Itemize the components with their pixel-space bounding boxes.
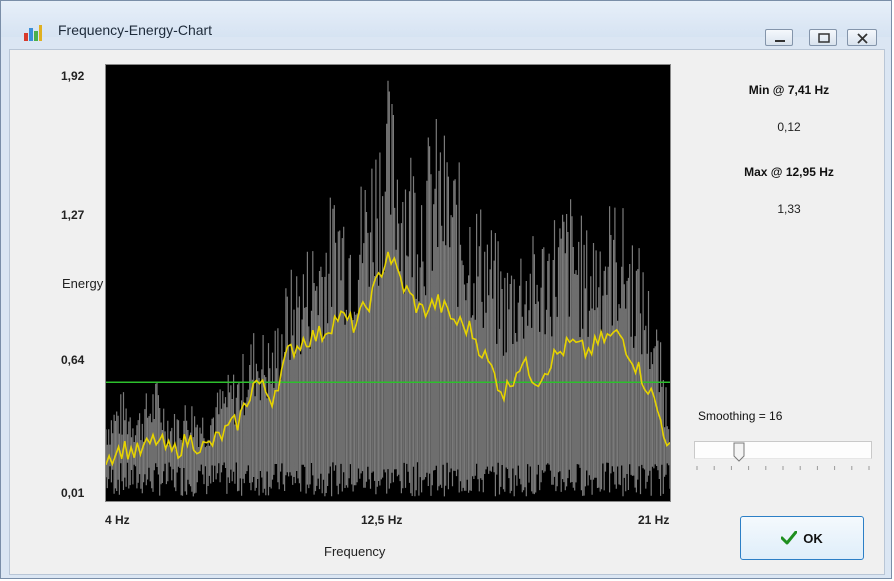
smoothing-slider[interactable] (694, 441, 872, 459)
title-bar[interactable]: Frequency-Energy-Chart (1, 1, 891, 46)
close-icon (857, 33, 868, 44)
close-button[interactable] (847, 29, 877, 46)
minimize-button[interactable] (765, 29, 793, 46)
chart-app-icon (24, 25, 42, 41)
checkmark-icon (781, 531, 798, 545)
min-label: Min @ 7,41 Hz (748, 83, 830, 97)
y-axis-label: Energy (62, 276, 104, 291)
max-label: Max @ 12,95 Hz (744, 165, 834, 179)
y-tick-label: 0,64 (61, 353, 85, 367)
ok-label: OK (803, 530, 823, 546)
ok-button[interactable]: OK (740, 516, 864, 560)
window-title: Frequency-Energy-Chart (58, 22, 213, 38)
x-axis-label: Frequency (324, 544, 386, 559)
energy-plot (105, 64, 671, 502)
raw-energy-spikes (106, 80, 670, 497)
maximize-button[interactable] (809, 29, 837, 46)
maximize-icon (818, 33, 830, 43)
slider-ticks (696, 466, 870, 470)
y-tick-label: 0,01 (61, 486, 85, 500)
x-tick-label: 4 Hz (105, 513, 130, 527)
y-tick-label: 1,92 (61, 69, 85, 83)
minimize-icon (775, 40, 785, 42)
plot-area (106, 80, 670, 497)
smoothed-energy-line (106, 251, 670, 467)
min-value: 0,12 (777, 120, 801, 134)
raw-energy-series (106, 80, 670, 497)
x-tick-label: 21 Hz (638, 513, 670, 527)
smoothing-label: Smoothing = 16 (698, 409, 783, 423)
y-tick-label: 1,27 (61, 208, 85, 222)
max-value: 1,33 (777, 202, 801, 216)
slider-thumb[interactable] (733, 442, 745, 462)
x-tick-label: 12,5 Hz (361, 513, 403, 527)
